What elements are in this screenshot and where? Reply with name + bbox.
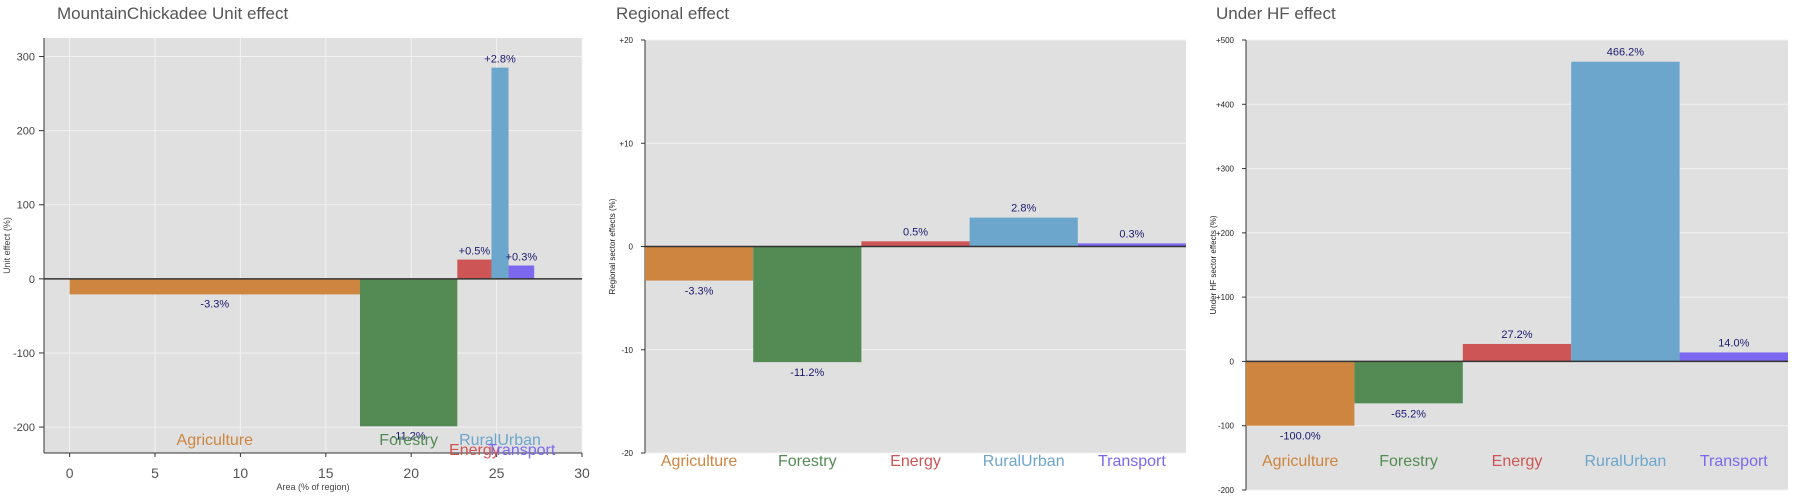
panel1-bar-ruralurban [491, 67, 509, 279]
panel3-bar-label: -100.0% [1280, 431, 1321, 443]
panel1-bar-agriculture [69, 278, 360, 295]
panel3-ytick-label: -200 [1218, 486, 1235, 495]
panel1-bar-label: -11.2% [392, 430, 426, 442]
panel3-ytick-label: +400 [1216, 100, 1235, 109]
panel1-category-label: Forestry [379, 432, 438, 449]
panel2-bar-label: 0.3% [1119, 228, 1144, 240]
panel1-category-label: Agriculture [177, 432, 254, 449]
panel3-bar-label: 27.2% [1501, 329, 1532, 341]
panel2-category-label: Transport [1098, 453, 1166, 470]
panel2-ytick-label: +10 [619, 139, 633, 148]
panel2-category-label: Forestry [778, 453, 837, 470]
panel2-ytick-label: -10 [621, 346, 633, 355]
panel1-bar-energy [457, 259, 492, 279]
panel3-title: Under HF effect [1216, 4, 1336, 23]
panel1-ytick-label: 300 [17, 52, 35, 64]
panel1-y-axis-title: Unit effect (%) [2, 217, 12, 274]
panel2-bar-label: 0.5% [903, 226, 928, 238]
panel1-bar-label: +0.5% [459, 246, 491, 258]
panel1-xtick-label: 15 [318, 465, 334, 481]
panel3-bar-ruralurban [1571, 61, 1680, 362]
panel1-xtick-label: 5 [151, 465, 159, 481]
panel1-category-label: RuralUrban [459, 432, 541, 449]
panel3-bar-label: -65.2% [1391, 408, 1426, 420]
panel3-bar-agriculture [1246, 361, 1355, 426]
panel2-bar-transport [1077, 243, 1186, 247]
panel1-ytick-label: 100 [17, 200, 35, 212]
panel1-bar-forestry [359, 278, 458, 427]
panel1-category-label: Transport [487, 442, 555, 459]
panel3-bar-energy [1462, 343, 1572, 362]
panel3-bar-label: 14.0% [1718, 337, 1749, 349]
panel3-ytick-label: +300 [1216, 165, 1235, 174]
panel1-xtick-label: 30 [574, 465, 590, 481]
panel3-category-label: RuralUrban [1584, 453, 1666, 470]
panel1-bar-label: +0.3% [506, 252, 538, 264]
panel2-bar-label: -11.2% [790, 367, 824, 379]
panel2-y-axis-title: Regional sector effects (%) [608, 198, 617, 294]
panel3-bar-label: 466.2% [1607, 47, 1645, 59]
panel1-xtick-label: 10 [233, 465, 249, 481]
panel1-category-label: Energy [449, 442, 500, 459]
panel2-ytick-label: -20 [621, 449, 633, 458]
panel2-bar-label: -3.3% [685, 286, 714, 298]
panel2-category-label: RuralUrban [983, 453, 1065, 470]
panel2-ytick-label: +20 [619, 36, 633, 45]
panel2-bar-ruralurban [969, 217, 1078, 247]
panel1-xtick-label: 20 [403, 465, 419, 481]
panel2-ytick-label: 0 [629, 243, 634, 252]
panel1-ytick-label: -100 [13, 348, 35, 360]
panel1-xtick-label: 0 [66, 465, 74, 481]
panel2-bar-agriculture [645, 246, 754, 281]
panel3-category-label: Transport [1700, 453, 1768, 470]
panel1-ytick-label: 0 [29, 274, 35, 286]
panel3-ytick-label: -100 [1218, 422, 1235, 431]
panel3-category-label: Forestry [1379, 453, 1438, 470]
panel1-bar-label: -3.3% [200, 298, 229, 310]
panel1-ytick-label: -200 [13, 422, 35, 434]
panel1-title: MountainChickadee Unit effect [57, 4, 289, 23]
panel2-bar-label: 2.8% [1011, 203, 1036, 215]
panel3-bar-transport [1679, 352, 1788, 362]
panel2-title: Regional effect [616, 4, 730, 23]
panel2-bar-forestry [753, 246, 862, 363]
panel1-bar-label: +2.8% [484, 54, 516, 66]
panel2-bar-energy [861, 241, 970, 247]
panel1-ytick-label: 200 [17, 126, 35, 138]
panel3-ytick-label: +200 [1216, 229, 1235, 238]
panel3-ytick-label: +500 [1216, 36, 1235, 45]
panel3-y-axis-title: Under HF sector effects (%) [1209, 215, 1218, 314]
panel3-ytick-label: +100 [1216, 293, 1235, 302]
panel3-category-label: Agriculture [1262, 453, 1339, 470]
panel3-category-label: Energy [1492, 453, 1543, 470]
panel1-xtick-label: 25 [489, 465, 505, 481]
panel3-ytick-label: 0 [1230, 357, 1235, 366]
panel1-x-axis-title: Area (% of region) [276, 482, 349, 492]
panel2-category-label: Energy [890, 453, 941, 470]
panel2-category-label: Agriculture [661, 453, 738, 470]
panel3-bar-forestry [1354, 361, 1463, 404]
panel1-bar-transport [508, 265, 535, 279]
